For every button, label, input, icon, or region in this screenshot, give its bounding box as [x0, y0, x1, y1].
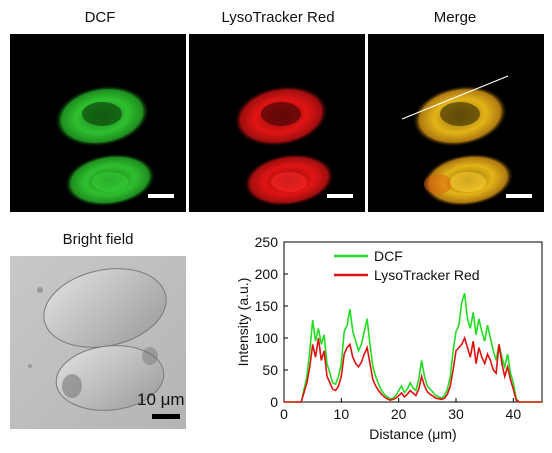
intensity-profile-chart: 0 50 100 150 200 250 0 10 20 30 40 DCF LysoTracker R…: [235, 234, 543, 442]
x-tick-label: 0: [280, 406, 288, 422]
bright-field-panel: 10 μm: [10, 256, 186, 429]
legend-label: DCF: [374, 248, 403, 264]
y-tick-label: 250: [255, 234, 279, 250]
x-tick-label: 40: [506, 406, 522, 422]
bright-field-title: Bright field: [62, 231, 134, 248]
x-tick-label: 30: [448, 406, 464, 422]
y-tick-label: 0: [270, 394, 278, 410]
bright-field-cells-image: [10, 256, 186, 429]
lysotracker-title: LysoTracker Red: [221, 9, 335, 26]
y-tick-label: 200: [255, 266, 279, 282]
y-axis-title: Intensity (a.u.): [235, 278, 251, 367]
merge-cells-image: [401, 75, 514, 207]
y-tick-label: 100: [255, 330, 279, 346]
dcf-cells-image: [54, 85, 156, 207]
x-tick-label: 20: [391, 406, 407, 422]
series-line-dcf: [284, 292, 542, 403]
y-tick-label: 50: [262, 362, 278, 378]
merge-title: Merge: [433, 9, 477, 26]
dcf-fluorescence-panel: [10, 34, 186, 212]
legend-label: LysoTracker Red: [374, 267, 480, 283]
x-tick-label: 10: [334, 406, 350, 422]
y-tick-label: 150: [255, 298, 279, 314]
lysotracker-fluorescence-panel: [189, 34, 365, 212]
scale-bar: [148, 194, 174, 198]
scale-bar: [152, 414, 180, 419]
scale-bar: [506, 194, 532, 198]
dcf-title: DCF: [84, 9, 116, 26]
series-line-lysotracker: [284, 335, 542, 403]
scale-bar-label: 10 μm: [137, 390, 185, 409]
plot-frame: [283, 241, 543, 403]
lysotracker-cells-image: [233, 85, 335, 207]
x-axis-title: Distance (μm): [369, 426, 456, 442]
line-profile-marker: [401, 75, 509, 120]
merge-fluorescence-panel: [368, 34, 544, 212]
scale-bar: [327, 194, 353, 198]
